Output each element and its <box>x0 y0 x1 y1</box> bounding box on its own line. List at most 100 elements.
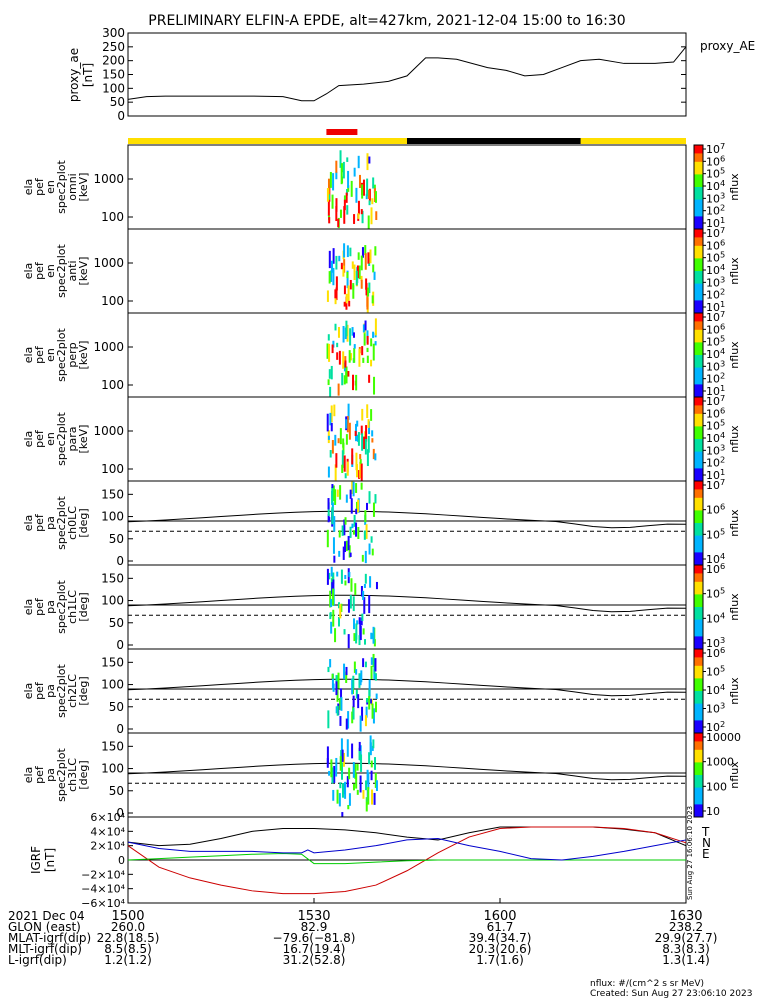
spectrogram-pixel <box>366 178 369 197</box>
colorbar-tick-label: 102 <box>706 455 725 470</box>
igrf-ylabel-unit: [nT] <box>43 848 57 872</box>
spectrogram-pixel <box>333 766 336 783</box>
spectrogram-pixel <box>364 661 367 668</box>
colorbar-cell <box>694 611 703 614</box>
spectrogram-pixel <box>346 245 349 258</box>
spectrogram-pixel <box>351 327 354 336</box>
colorbar-cell <box>694 224 703 228</box>
colorbar-cell <box>694 394 703 398</box>
spectrogram-pixel <box>359 625 362 641</box>
colorbar-label: nflux <box>728 425 741 453</box>
spectrogram-pixel <box>330 566 333 577</box>
spectrogram-pixel <box>345 293 348 304</box>
colorbar-cell <box>694 636 703 639</box>
colorbar-cell <box>694 701 703 705</box>
spectrogram-pixel <box>355 483 358 493</box>
ae-ytick-label: 100 <box>102 81 125 95</box>
pa-panel-frame <box>127 564 687 650</box>
spectrogram-pixel <box>331 194 334 209</box>
spectrogram-pixel <box>355 669 358 675</box>
spectrogram-pixel <box>343 243 346 258</box>
energy-ylabel: pef <box>33 429 46 448</box>
colorbar-cell <box>694 628 703 631</box>
spectrogram-pixel <box>361 346 364 356</box>
ephemeris-value: 238.2 <box>669 920 703 934</box>
spectrogram-pixel <box>328 369 331 379</box>
orbit-bar-black <box>407 138 581 144</box>
spectrogram-pixel <box>358 741 361 751</box>
colorbar-cell <box>694 325 703 329</box>
spectrogram-pixel <box>338 550 341 557</box>
spectrogram-pixel <box>354 583 357 596</box>
spectrogram-pixel <box>371 789 374 805</box>
colorbar-tick-label: 106 <box>706 153 725 168</box>
spectrogram-pixel <box>340 688 343 705</box>
spectrogram-pixel <box>345 366 348 384</box>
spectrogram-pixel <box>351 711 354 724</box>
pa-ylabel: ch2LC <box>66 674 79 708</box>
colorbar-cell <box>694 670 703 673</box>
pa-ylabel: spec2plot <box>55 580 68 634</box>
colorbar-cell <box>694 481 703 484</box>
colorbar-cell <box>694 737 703 740</box>
igrf-legend-label: N <box>702 836 711 850</box>
spectrogram-pixel <box>355 623 358 640</box>
colorbar-tick-label: 101 <box>706 383 725 398</box>
colorbar-cell <box>694 661 703 665</box>
spectrogram-pixel <box>346 270 349 289</box>
colorbar-cell <box>694 268 703 272</box>
spectrogram-pixel <box>347 403 350 420</box>
energy-ylabel: pef <box>33 261 46 280</box>
colorbar-cell <box>694 659 703 663</box>
spectrogram-pixel <box>352 762 355 778</box>
colorbar-cell <box>694 334 703 337</box>
colorbar-cell <box>694 411 703 415</box>
spectrogram-pixel <box>356 464 359 478</box>
colorbar-cell <box>694 415 703 419</box>
spectrogram-pixel <box>352 285 355 299</box>
colorbar-cell <box>694 657 703 660</box>
pa-ytick-label: 100 <box>101 678 124 692</box>
energy-ylabel: perp <box>66 342 79 367</box>
colorbar-cell <box>694 600 703 604</box>
spectrogram-pixel <box>372 502 375 517</box>
pa-ylabel: pef <box>33 765 46 784</box>
spectrogram-pixel <box>363 436 366 450</box>
ephemeris-value: 31.2(52.8) <box>283 953 346 967</box>
colorbar-tick-label: 103 <box>706 701 725 716</box>
spectrogram-pixel <box>336 342 339 348</box>
spectrogram-pixel <box>335 276 338 291</box>
spectrogram-pixel <box>327 200 330 217</box>
colorbar-tick-label: 102 <box>706 287 725 302</box>
energy-ytick-label: 100 <box>101 294 124 308</box>
energy-ylabel: pef <box>33 177 46 196</box>
spectrogram-pixel <box>327 666 330 673</box>
colorbar-cell <box>694 581 703 585</box>
spectrogram-pixel <box>328 250 331 269</box>
spectrogram-pixel <box>346 776 349 788</box>
colorbar-cell <box>694 298 703 301</box>
spectrogram-pixel <box>374 658 377 672</box>
ae-ytick-label: 150 <box>102 68 125 82</box>
ephemeris-value: 39.4(34.7) <box>469 931 532 945</box>
spectrogram-pixel <box>368 543 371 555</box>
spectrogram-pixel <box>330 598 333 608</box>
colorbar-cell <box>694 483 703 486</box>
spectrogram-pixel <box>341 749 344 762</box>
spectrogram-pixel <box>368 156 371 164</box>
spectrogram-pixel <box>372 626 375 644</box>
igrf-ytick-label: 0 <box>118 854 125 867</box>
spectrogram-pixel <box>340 603 343 612</box>
colorbar-cell <box>694 682 703 686</box>
colorbar-cell <box>694 508 703 511</box>
colorbar-cell <box>694 331 703 335</box>
spectrogram-pixel <box>362 790 365 799</box>
colorbar-cell <box>694 187 703 190</box>
spectrogram-pixel <box>375 693 378 699</box>
spectrogram-pixel <box>367 787 370 805</box>
colorbar-cell <box>694 697 703 700</box>
colorbar-cell <box>694 432 703 436</box>
colorbar-cell <box>694 453 703 457</box>
pa-ylabel: ch3LC <box>66 758 79 792</box>
spectrogram-pixel <box>335 171 338 180</box>
